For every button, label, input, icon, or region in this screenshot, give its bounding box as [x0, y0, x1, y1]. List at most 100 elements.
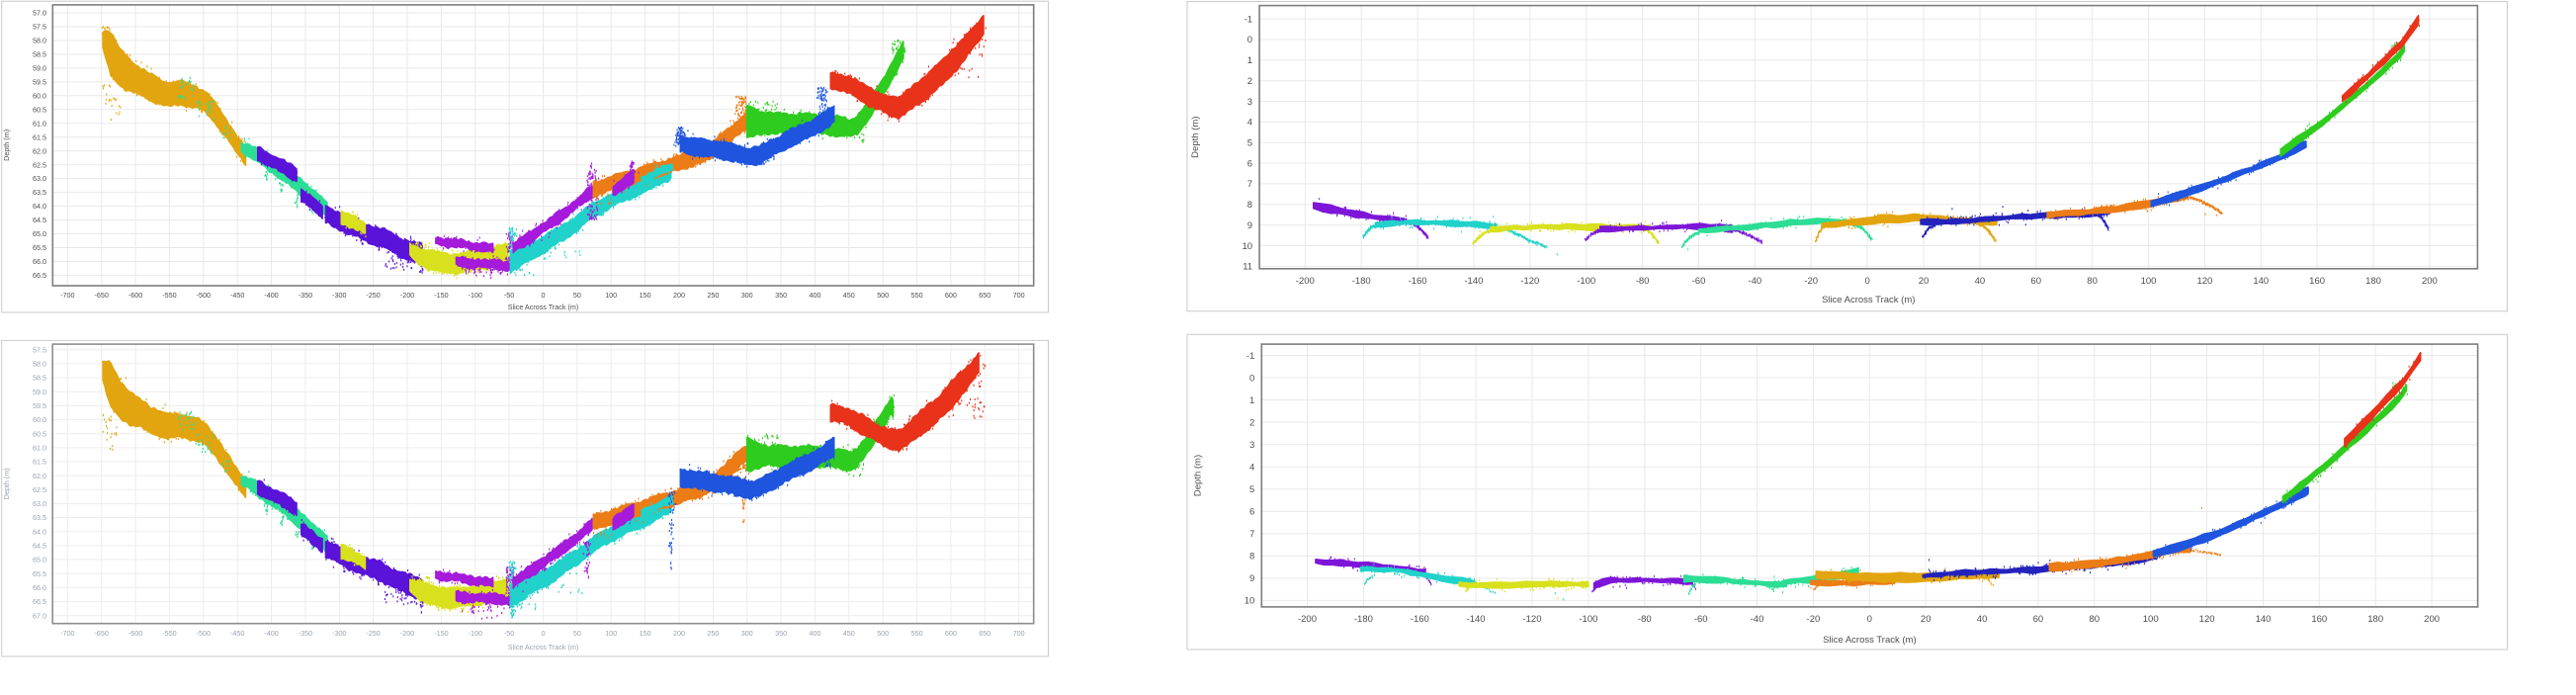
svg-text:66.0: 66.0 [33, 257, 46, 266]
svg-text:63.5: 63.5 [33, 188, 46, 197]
svg-text:Depth (m): Depth (m) [2, 468, 11, 499]
svg-text:-450: -450 [230, 291, 244, 300]
svg-text:Slice Across Track (m): Slice Across Track (m) [508, 303, 578, 311]
svg-text:11: 11 [1243, 262, 1252, 273]
svg-text:4: 4 [1249, 463, 1254, 474]
svg-text:-700: -700 [60, 291, 74, 300]
svg-text:150: 150 [640, 291, 651, 300]
svg-text:600: 600 [945, 291, 957, 300]
svg-text:64.5: 64.5 [33, 542, 46, 551]
svg-text:58.5: 58.5 [33, 50, 46, 59]
svg-text:66.5: 66.5 [33, 597, 46, 606]
svg-text:140: 140 [2256, 614, 2272, 625]
svg-text:61.5: 61.5 [33, 458, 46, 467]
svg-text:-150: -150 [434, 629, 448, 638]
svg-text:64.5: 64.5 [33, 216, 46, 224]
svg-text:200: 200 [2424, 614, 2440, 625]
svg-text:7: 7 [1247, 179, 1252, 190]
svg-text:Depth (m): Depth (m) [1192, 455, 1203, 496]
svg-text:-650: -650 [95, 629, 109, 638]
svg-text:-200: -200 [1296, 276, 1315, 287]
svg-text:64.0: 64.0 [33, 202, 46, 211]
svg-text:10: 10 [1245, 596, 1255, 607]
svg-text:66.0: 66.0 [33, 583, 46, 592]
svg-text:-350: -350 [299, 629, 312, 638]
svg-text:-1: -1 [1245, 14, 1252, 25]
svg-text:-350: -350 [299, 291, 312, 300]
svg-text:140: 140 [2253, 276, 2269, 287]
svg-text:350: 350 [775, 629, 787, 638]
svg-text:65.5: 65.5 [33, 569, 46, 578]
svg-text:80: 80 [2087, 276, 2098, 287]
svg-text:61.0: 61.0 [33, 444, 46, 453]
svg-text:60.0: 60.0 [33, 415, 46, 424]
svg-text:-140: -140 [1464, 276, 1483, 287]
svg-text:-60: -60 [1692, 276, 1706, 287]
svg-text:300: 300 [741, 629, 753, 638]
svg-text:7: 7 [1249, 529, 1254, 540]
svg-text:-200: -200 [400, 629, 414, 638]
svg-text:57.0: 57.0 [33, 9, 46, 18]
svg-text:59.5: 59.5 [33, 78, 46, 87]
svg-text:10: 10 [1243, 241, 1253, 252]
svg-text:1: 1 [1249, 395, 1254, 406]
svg-text:150: 150 [640, 629, 651, 638]
svg-text:66.5: 66.5 [33, 271, 46, 280]
svg-text:-150: -150 [434, 291, 448, 300]
svg-text:65.5: 65.5 [33, 243, 46, 252]
svg-text:65.0: 65.0 [33, 229, 46, 238]
svg-text:60: 60 [2033, 614, 2044, 625]
svg-text:-50: -50 [504, 629, 514, 638]
svg-text:8: 8 [1247, 200, 1252, 211]
svg-text:-400: -400 [264, 291, 278, 300]
svg-text:60.5: 60.5 [33, 105, 46, 114]
svg-text:-80: -80 [1638, 614, 1652, 625]
svg-text:57.5: 57.5 [33, 23, 46, 32]
svg-text:9: 9 [1247, 220, 1252, 231]
svg-text:8: 8 [1249, 552, 1254, 563]
svg-text:0: 0 [542, 291, 546, 300]
svg-text:-250: -250 [366, 291, 380, 300]
svg-text:20: 20 [1919, 276, 1930, 287]
svg-text:-500: -500 [197, 629, 211, 638]
svg-text:62.5: 62.5 [33, 485, 46, 494]
svg-text:63.0: 63.0 [33, 174, 46, 183]
svg-text:500: 500 [877, 291, 889, 300]
svg-text:-80: -80 [1636, 276, 1650, 287]
svg-text:-550: -550 [162, 291, 176, 300]
svg-text:600: 600 [945, 629, 957, 638]
svg-text:67.0: 67.0 [33, 611, 46, 620]
svg-text:5: 5 [1249, 484, 1254, 495]
svg-text:400: 400 [810, 291, 821, 300]
svg-text:50: 50 [573, 291, 581, 300]
svg-text:160: 160 [2309, 276, 2325, 287]
svg-text:9: 9 [1249, 573, 1254, 584]
svg-text:1: 1 [1247, 55, 1252, 66]
svg-text:0: 0 [1247, 35, 1252, 45]
svg-text:-600: -600 [129, 629, 142, 638]
svg-text:120: 120 [2199, 614, 2215, 625]
svg-text:700: 700 [1013, 629, 1025, 638]
svg-text:100: 100 [605, 291, 617, 300]
svg-text:-250: -250 [366, 629, 380, 638]
svg-text:-200: -200 [1298, 614, 1317, 625]
svg-text:60: 60 [2030, 276, 2041, 287]
svg-text:Slice Across Track (m): Slice Across Track (m) [508, 643, 578, 652]
svg-text:450: 450 [843, 629, 855, 638]
svg-text:40: 40 [1975, 276, 1986, 287]
svg-text:57.5: 57.5 [33, 345, 46, 354]
svg-text:0: 0 [1867, 614, 1872, 625]
svg-text:160: 160 [2311, 614, 2327, 625]
svg-text:0: 0 [542, 629, 546, 638]
svg-text:-60: -60 [1694, 614, 1708, 625]
svg-text:400: 400 [810, 629, 821, 638]
svg-text:250: 250 [707, 291, 719, 300]
svg-text:180: 180 [2367, 614, 2383, 625]
svg-text:-180: -180 [1352, 276, 1371, 287]
svg-text:Slice Across Track (m): Slice Across Track (m) [1822, 295, 1916, 305]
svg-text:61.0: 61.0 [33, 119, 46, 128]
svg-text:200: 200 [673, 291, 685, 300]
svg-text:-40: -40 [1751, 614, 1764, 625]
svg-text:59.0: 59.0 [33, 388, 46, 396]
svg-text:-100: -100 [469, 629, 482, 638]
